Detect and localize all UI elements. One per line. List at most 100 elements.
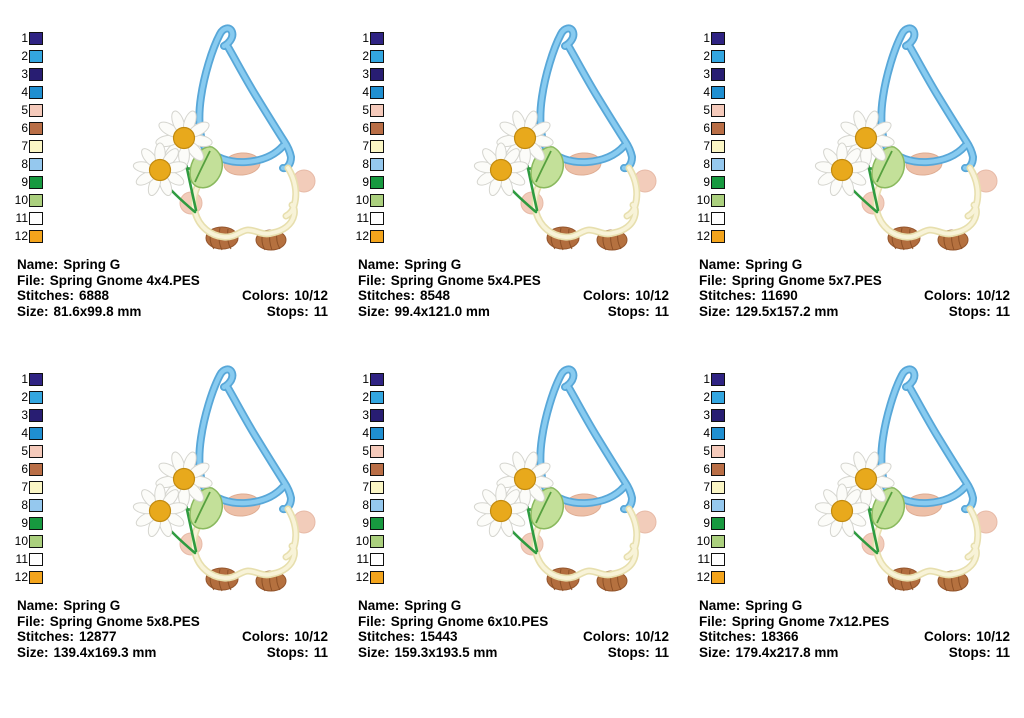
palette-swatch-row: 9 [695,173,725,191]
palette-swatch [711,480,725,494]
colors-value: 10/12 [976,629,1010,645]
palette-swatch-row: 11 [13,209,43,227]
palette-swatch [370,570,384,584]
palette-swatch [29,516,43,530]
palette-swatch [711,31,725,45]
palette-swatch [29,552,43,566]
palette-swatch-number: 9 [21,515,28,530]
palette-swatch-row: 6 [354,460,384,478]
palette-swatch [370,229,384,243]
palette-swatch [29,193,43,207]
palette-swatch [370,85,384,99]
name-value: Spring G [745,598,803,613]
palette-swatch [29,426,43,440]
palette-swatch [370,103,384,117]
design-card-6x10: 1 2 3 4 5 6 7 8 9 10 [341,341,682,681]
palette-swatch-row: 7 [13,478,43,496]
stops-value: 11 [313,304,328,320]
palette-swatch-row: 2 [13,47,43,65]
colors-value: 10/12 [294,629,328,645]
palette-swatch-number: 1 [362,30,369,45]
stitches-label: Stitches: [699,288,757,304]
palette-swatch-number: 1 [703,371,710,386]
palette-swatch-number: 3 [362,66,369,81]
palette-swatch-number: 7 [362,479,369,494]
palette-swatch-row: 12 [354,227,384,245]
palette-swatch-number: 3 [21,66,28,81]
thread-color-palette: 1 2 3 4 5 6 7 8 9 10 [354,370,384,586]
design-info: Name: Spring G File: Spring Gnome 5x4.PES … [358,257,669,320]
size-value: 99.4x121.0 mm [394,304,490,320]
palette-swatch-number: 7 [703,479,710,494]
palette-swatch [370,31,384,45]
palette-swatch-row: 9 [354,514,384,532]
palette-swatch [711,121,725,135]
palette-swatch-number: 4 [362,84,369,99]
palette-swatch-row: 8 [695,496,725,514]
palette-swatch-number: 10 [696,533,710,548]
palette-swatch-row: 5 [354,442,384,460]
palette-swatch [29,175,43,189]
palette-swatch [29,31,43,45]
palette-swatch [711,552,725,566]
palette-swatch-row: 3 [13,406,43,424]
palette-swatch-number: 2 [703,48,710,63]
palette-swatch-number: 5 [362,102,369,117]
name-label: Name: [699,598,741,613]
palette-swatch-number: 7 [362,138,369,153]
palette-swatch [29,139,43,153]
palette-swatch-row: 12 [354,568,384,586]
palette-swatch-row: 2 [695,47,725,65]
palette-swatch-row: 5 [695,101,725,119]
design-card-5x8: 1 2 3 4 5 6 7 8 9 10 [0,341,341,681]
palette-swatch-row: 4 [13,424,43,442]
palette-swatch-row: 10 [354,532,384,550]
file-label: File: [17,272,45,288]
design-card-5x7: 1 2 3 4 5 6 7 8 9 10 [682,0,1023,340]
design-info: Name: Spring G File: Spring Gnome 5x7.PES … [699,257,1010,320]
palette-swatch-number: 12 [14,228,28,243]
palette-swatch-number: 10 [696,192,710,207]
palette-swatch-number: 1 [21,30,28,45]
file-label: File: [699,272,727,288]
palette-swatch [711,229,725,243]
palette-swatch [370,139,384,153]
palette-swatch [711,211,725,225]
palette-swatch-number: 10 [14,192,28,207]
palette-swatch-row: 11 [13,550,43,568]
palette-swatch-row: 9 [695,514,725,532]
palette-swatch-number: 4 [21,84,28,99]
palette-swatch-row: 8 [695,155,725,173]
palette-swatch-row: 3 [354,65,384,83]
palette-swatch-row: 5 [13,101,43,119]
name-value: Spring G [745,257,803,272]
thread-color-palette: 1 2 3 4 5 6 7 8 9 10 [695,370,725,586]
colors-value: 10/12 [294,288,328,304]
palette-swatch-number: 11 [697,210,710,225]
palette-swatch-number: 8 [21,497,28,512]
palette-swatch [29,534,43,548]
palette-swatch-row: 2 [13,388,43,406]
palette-swatch-row: 6 [13,119,43,137]
stitches-label: Stitches: [17,288,75,304]
palette-swatch-row: 4 [354,83,384,101]
palette-swatch [711,103,725,117]
palette-swatch [711,570,725,584]
palette-swatch [711,85,725,99]
palette-swatch-row: 2 [695,388,725,406]
palette-swatch [370,426,384,440]
palette-swatch-number: 9 [362,174,369,189]
design-info: Name: Spring G File: Spring Gnome 6x10.PES… [358,598,669,661]
stops-value: 11 [995,645,1010,661]
design-info: Name: Spring G File: Spring Gnome 4x4.PES … [17,257,328,320]
palette-swatch-row: 9 [13,173,43,191]
palette-swatch-row: 2 [354,388,384,406]
palette-swatch [29,408,43,422]
palette-swatch [711,67,725,81]
palette-swatch-row: 10 [13,191,43,209]
palette-swatch-row: 8 [13,155,43,173]
palette-swatch-row: 3 [695,406,725,424]
colors-label: Colors: [923,629,972,645]
palette-swatch [29,85,43,99]
palette-swatch [370,49,384,63]
